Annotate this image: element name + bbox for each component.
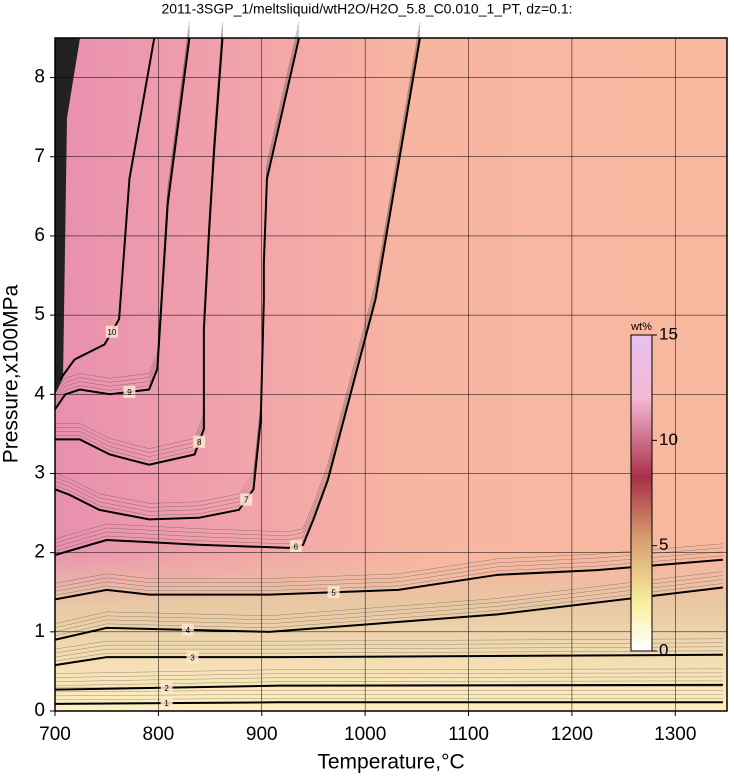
minor-contour (54, 25, 421, 544)
dense-contour-wedge (55, 38, 80, 395)
y-tick-label: 6 (34, 225, 45, 246)
plot-area: 1 2 3 4 5 6 7 8 9 10 (54, 21, 727, 712)
minor-contour (54, 21, 190, 394)
minor-contour (54, 680, 723, 686)
contour-label: 3 (190, 653, 195, 662)
minor-contour (54, 583, 723, 636)
contour-label-box (186, 651, 199, 664)
contour-label: 7 (244, 496, 249, 505)
contour-label: 6 (294, 542, 299, 551)
y-axis-label: Pressure,x100MPa (0, 284, 23, 463)
x-tick-label: 1200 (551, 724, 593, 745)
colorbar-tick-label: 15 (659, 324, 678, 343)
minor-contour (54, 543, 723, 584)
contour-label: 4 (186, 626, 191, 635)
minor-contour (54, 638, 723, 650)
contour-label-box (327, 586, 340, 599)
contour-label-box (160, 697, 173, 710)
y-tick-label: 0 (34, 700, 45, 721)
minor-contour (54, 694, 723, 697)
minor-contour (54, 672, 723, 678)
contour-label: 9 (127, 388, 132, 397)
y-tick-label: 8 (34, 67, 45, 88)
minor-contour (54, 29, 421, 548)
contour-label-box (160, 681, 173, 694)
y-tick-label: 5 (34, 304, 45, 325)
y-tick-label: 2 (34, 542, 45, 563)
x-axis-label: Temperature,°C (317, 751, 464, 774)
contour-label-box (123, 385, 136, 398)
contour-label-box (181, 623, 194, 636)
minor-contour (54, 547, 723, 588)
minor-contour (54, 579, 723, 632)
colorbar-tick-label: 10 (659, 430, 678, 449)
minor-contour (54, 642, 723, 654)
contour-label-box (105, 325, 118, 338)
plot-frame (54, 37, 728, 712)
colorbar-tick-label: 0 (659, 640, 668, 659)
contour-label-box (240, 493, 253, 506)
colorbar-label: wt% (630, 321, 652, 333)
contour-label: 1 (164, 699, 169, 708)
contour-label: 10 (107, 328, 116, 337)
contour-label: 8 (197, 438, 202, 447)
y-tick-label: 4 (34, 383, 45, 404)
colorbar (630, 334, 653, 652)
x-tick-label: 700 (39, 724, 71, 745)
contour-line (54, 683, 723, 691)
contour-label-box (193, 435, 206, 448)
minor-contour (54, 668, 723, 674)
contour-label: 5 (331, 588, 336, 597)
x-tick-label: 900 (246, 724, 278, 745)
minor-contour (54, 21, 421, 540)
minor-contour (54, 646, 723, 658)
x-tick-label: 800 (143, 724, 175, 745)
x-tick-label: 1000 (344, 724, 386, 745)
minor-contour (54, 676, 723, 682)
minor-contour (54, 551, 723, 592)
x-tick-label: 1300 (654, 724, 696, 745)
minor-contour (54, 690, 723, 693)
contour-label-box (289, 540, 302, 553)
minor-contour (54, 698, 723, 701)
minor-contour (54, 571, 723, 624)
minor-contour (54, 575, 723, 628)
y-tick-label: 7 (34, 146, 45, 167)
contour-line (54, 701, 723, 705)
x-tick-label: 1100 (448, 724, 489, 745)
y-tick-label: 3 (34, 462, 45, 483)
colorbar-tick-label: 5 (659, 535, 668, 554)
y-tick-label: 1 (34, 621, 45, 642)
chart-title: 2011-3SGP_1/meltsliquid/wtH2O/H2O_5.8_C0… (161, 1, 572, 17)
contour-label: 2 (164, 684, 169, 693)
